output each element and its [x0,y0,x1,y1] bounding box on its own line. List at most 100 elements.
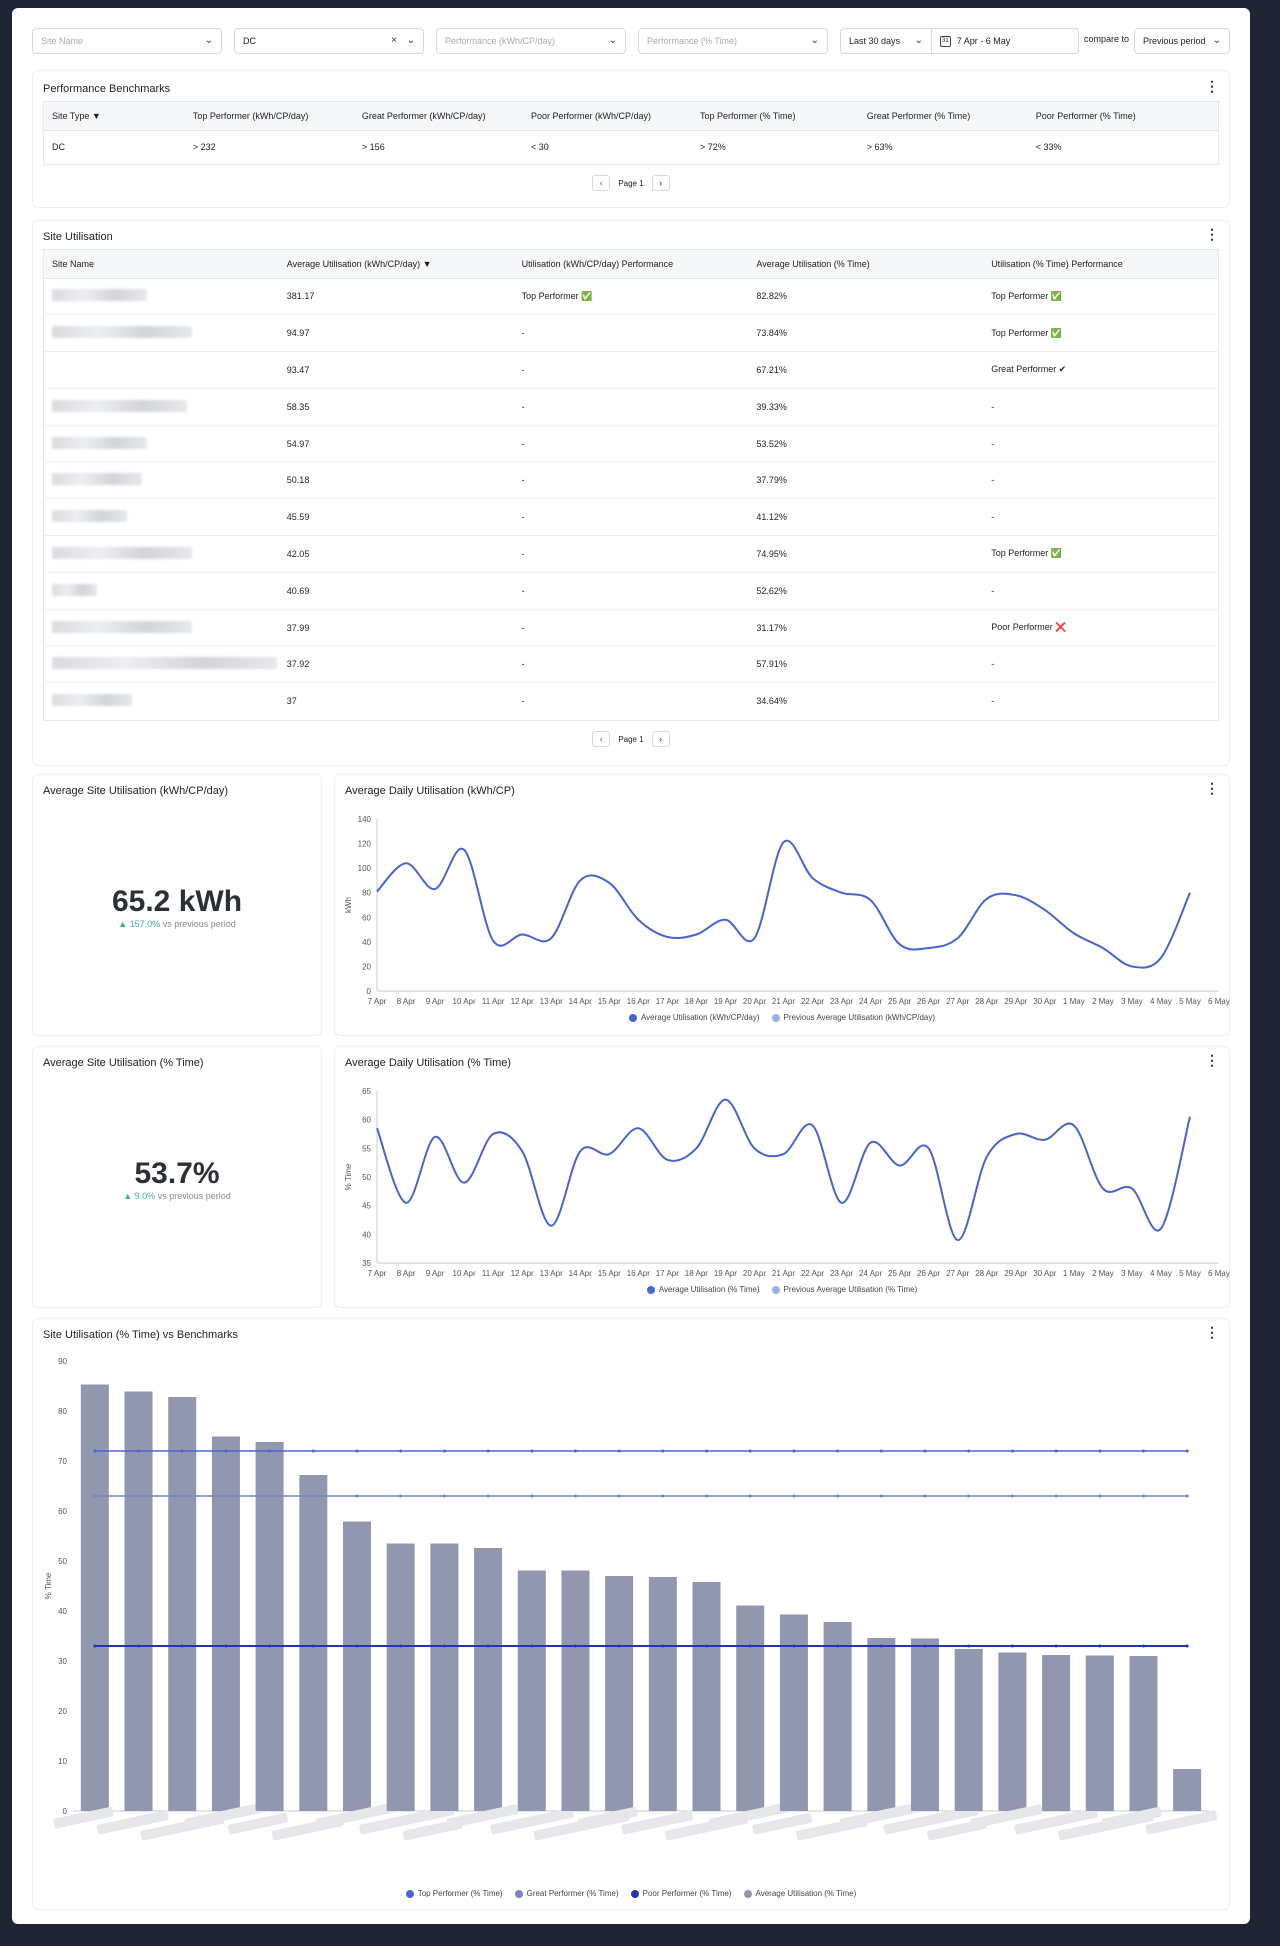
performance-time-select[interactable]: Performance (% Time) ⌄ [638,28,828,54]
bar [823,1622,852,1811]
compare-period-select[interactable]: Previous period ⌄ [1134,28,1230,54]
table-cell: 42.05 [278,535,514,573]
x-tick-label: 16 Apr [627,997,650,1006]
table-row: 42.05-74.95% Top Performer ✅ [44,535,1218,573]
table-cell: - [521,696,525,707]
benchmark-point [93,1449,97,1453]
y-tick-label: 100 [358,864,372,873]
redacted-site-name [52,473,142,486]
x-tick-label: 15 Apr [598,1269,621,1278]
next-page-button[interactable]: › [651,731,670,747]
redacted-site-name [52,289,147,302]
column-header[interactable]: Average Utilisation (kWh/CP/day) ▼ [278,250,514,279]
bar [299,1475,328,1811]
table-cell: 381.17 [278,278,514,316]
legend-item[interactable]: Average Utilisation (% Time) [646,1285,760,1294]
site-type-select[interactable]: DC × ⌄ [234,28,424,54]
more-options-icon[interactable]: ⋮ [1205,78,1219,94]
kpi-kwh-title: Average Site Utilisation (kWh/CP/day) [43,785,229,797]
benchmark-bar-chart-card: Site Utilisation (% Time) vs Benchmarks … [32,1318,1230,1910]
legend-dot [628,1013,637,1022]
more-options-icon[interactable]: ⋮ [1205,1052,1219,1068]
legend-item[interactable]: Poor Performer (% Time) [630,1889,732,1898]
column-header[interactable]: Site Type ▼ [44,102,185,131]
site-name-select[interactable]: Site Name ⌄ [32,28,222,54]
table-cell: 52.62% [748,572,984,610]
legend-item[interactable]: Previous Average Utilisation (% Time) [771,1285,917,1294]
benchmark-point [1141,1449,1145,1453]
x-tick-label: 2 May [1092,1269,1114,1278]
table-cell: > 72% [700,142,726,153]
benchmark-point [311,1494,315,1498]
table-cell [44,572,279,610]
column-header: Poor Performer (% Time) [1027,102,1218,131]
benchmark-point [93,1494,97,1498]
redacted-x-label [53,1806,114,1829]
table-row: 50.18-37.79% - [44,461,1218,500]
table-cell: - [983,388,1218,426]
benchmark-point [399,1494,403,1498]
benchmark-point [268,1644,272,1648]
chart-legend: Top Performer (% Time) Great Performer (%… [33,1889,1229,1898]
chevron-down-icon: ⌄ [914,35,923,46]
kpi-kwh-delta: ▲ 157.0% [118,919,161,929]
redacted-x-label [621,1810,693,1835]
table-cell: - [513,388,749,426]
table-row: 94.97-73.84% Top Performer ✅ [44,314,1218,353]
more-options-icon[interactable]: ⋮ [1205,1324,1219,1340]
x-tick-label: 1 May [1063,1269,1085,1278]
date-range-picker[interactable]: 31 7 Apr - 6 May [931,28,1079,54]
y-tick-label: 140 [358,815,372,824]
benchmark-point [399,1449,403,1453]
benchmark-point [1098,1644,1102,1648]
table-cell [44,388,279,426]
bar [954,1649,983,1811]
table-cell: 39.33% [748,388,984,426]
table-cell: 54.97 [278,425,514,463]
table-cell: 45.59 [278,498,514,537]
table-cell: - [513,645,749,684]
bar [517,1570,546,1811]
table-cell: 31.17% [748,609,984,647]
prev-page-button[interactable]: ‹ [592,175,611,191]
benchmark-point [792,1449,796,1453]
legend-dot [771,1013,780,1022]
x-tick-label: 28 Apr [975,997,998,1006]
table-cell: - [513,314,749,353]
redacted-x-label [227,1812,289,1835]
table-cell: - [513,351,749,389]
legend-item[interactable]: Previous Average Utilisation (kWh/CP/day… [771,1013,935,1022]
x-tick-label: 11 Apr [482,997,505,1006]
table-cell: 37 [286,696,297,707]
more-options-icon[interactable]: ⋮ [1205,780,1219,796]
performance-kwh-select[interactable]: Performance (kWh/CP/day) ⌄ [436,28,626,54]
bar [561,1570,590,1811]
y-tick-label: 55 [362,1144,371,1153]
bar [648,1577,677,1811]
benchmark-point [1185,1494,1189,1498]
table-cell [44,461,279,500]
legend-item[interactable]: Average Utilisation (kWh/CP/day) [628,1013,760,1022]
x-tick-label: 1 May [1063,997,1085,1006]
prev-page-button[interactable]: ‹ [592,731,611,747]
kpi-time-title: Average Site Utilisation (% Time) [43,1057,204,1069]
benchmark-point [748,1644,752,1648]
daily-time-chart-card: Average Daily Utilisation (% Time) ⋮ 35 4… [334,1046,1230,1308]
table-cell: > 63% [866,142,893,153]
more-options-icon[interactable]: ⋮ [1205,226,1219,242]
benchmark-point [573,1494,577,1498]
clear-icon[interactable]: × [391,35,397,46]
next-page-button[interactable]: › [651,175,670,191]
legend-item[interactable]: Great Performer (% Time) [514,1889,619,1898]
y-tick-label: 70 [58,1457,67,1466]
benchmark-point [879,1449,883,1453]
date-range-preset-select[interactable]: Last 30 days ⌄ [840,28,932,54]
bar [211,1436,240,1811]
table-cell: - [983,461,1218,500]
legend-item[interactable]: Average Utilisation (% Time) [743,1889,856,1898]
legend-item[interactable]: Top Performer (% Time) [405,1889,503,1898]
x-tick-label: 4 May [1150,997,1172,1006]
table-row: 45.59-41.12% - [44,498,1218,537]
table-cell: - [513,498,749,537]
table-cell: - [513,535,749,573]
